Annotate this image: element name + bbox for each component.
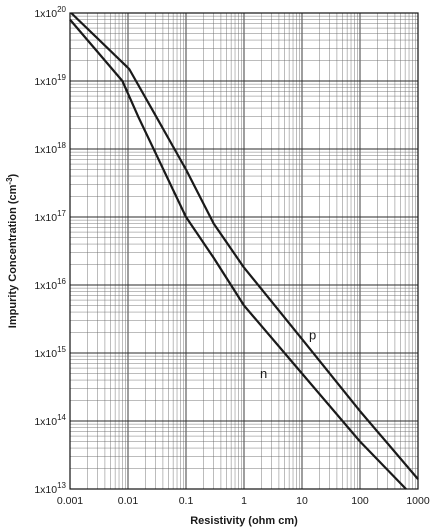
y-tick-base: 1x10 (34, 144, 57, 156)
y-axis-title-exponent: -3 (5, 177, 14, 185)
y-tick-base: 1x10 (34, 280, 57, 292)
y-axis-title: Impurity Concentration (cm-3) (5, 173, 19, 328)
y-tick-label: 1x1016 (34, 277, 66, 292)
y-axis-title-main: Impurity Concentration (cm (7, 184, 19, 328)
grid-layer (69, 13, 418, 490)
y-tick-label: 1x1013 (34, 481, 66, 496)
y-tick-label: 1x1015 (34, 345, 66, 360)
y-tick-exponent: 14 (57, 413, 66, 422)
x-tick-label: 100 (351, 495, 369, 507)
x-tick-label: 0.01 (118, 495, 139, 507)
y-tick-label: 1x1019 (34, 73, 66, 88)
x-tick-label: 0.001 (57, 495, 83, 507)
y-tick-label: 1x1014 (34, 413, 66, 428)
y-tick-labels: 1x10131x10141x10151x10161x10171x10181x10… (34, 5, 66, 496)
y-tick-exponent: 15 (57, 345, 66, 354)
y-tick-base: 1x10 (34, 348, 57, 360)
series-labels: pn (260, 327, 316, 381)
x-tick-label: 10 (296, 495, 308, 507)
x-axis-title: Resistivity (ohm cm) (190, 515, 298, 527)
y-tick-base: 1x10 (34, 212, 57, 224)
y-tick-label: 1x1017 (34, 209, 66, 224)
y-axis-title-close: ) (7, 173, 19, 177)
series-label-n: n (260, 366, 267, 381)
x-tick-label: 0.1 (179, 495, 194, 507)
series-label-p: p (309, 327, 316, 342)
y-tick-base: 1x10 (34, 416, 57, 428)
y-tick-exponent: 20 (57, 5, 66, 14)
y-tick-exponent: 18 (57, 141, 66, 150)
x-tick-label: 1000 (406, 495, 430, 507)
y-tick-base: 1x10 (34, 484, 57, 496)
y-tick-exponent: 13 (57, 481, 66, 490)
curve-layer (69, 12, 419, 490)
series-line-n (69, 18, 407, 490)
y-tick-label: 1x1018 (34, 141, 66, 156)
y-tick-base: 1x10 (34, 76, 57, 88)
series-line-p (70, 12, 419, 480)
y-tick-exponent: 16 (57, 277, 66, 286)
y-tick-base: 1x10 (34, 8, 57, 20)
y-tick-label: 1x1020 (34, 5, 66, 20)
x-tick-label: 1 (241, 495, 247, 507)
plot-frame (69, 12, 419, 490)
y-tick-exponent: 19 (57, 73, 66, 82)
y-tick-exponent: 17 (57, 209, 66, 218)
x-tick-labels: 0.001 0.01 0.1 1 10 100 1000 (57, 495, 430, 507)
